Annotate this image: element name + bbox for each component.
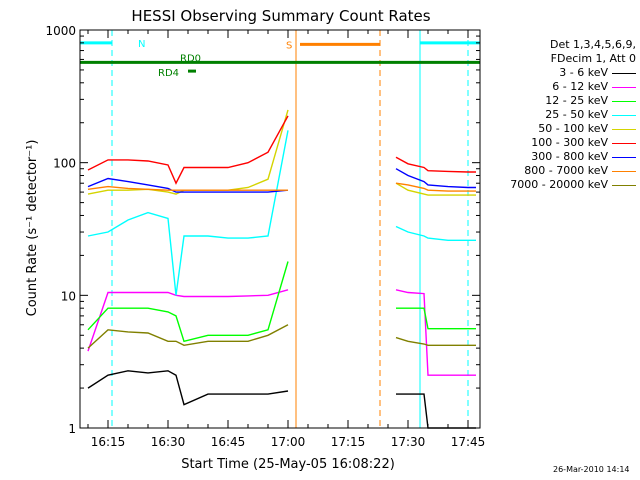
legend-entry-label: 300 - 800 keV — [531, 150, 608, 163]
series-line-300-800-kev — [87, 168, 476, 193]
x-axis-label: Start Time (25-May-05 16:08:22) — [181, 457, 395, 472]
legend-entry: 12 - 25 keV — [490, 94, 636, 108]
series-line-25-50-kev — [87, 130, 476, 296]
legend-swatch — [612, 100, 636, 102]
legend-swatch — [612, 142, 636, 144]
generation-timestamp: 26-Mar-2010 14:14 — [553, 465, 630, 474]
x-tick-label-2: 16:45 — [211, 435, 246, 449]
legend-swatch — [612, 184, 636, 186]
legend-entry: 50 - 100 keV — [490, 122, 636, 136]
series-line-3-6-kev — [87, 370, 476, 429]
x-tick-label-4: 17:15 — [331, 435, 366, 449]
x-tick-label-5: 17:30 — [391, 435, 426, 449]
legend-entry: 6 - 12 keV — [490, 80, 636, 94]
legend-header-line-1: Det 1,3,4,5,6,9, — [549, 38, 636, 51]
y-tick-label-0: 1 — [68, 422, 76, 436]
legend-entry: 3 - 6 keV — [490, 66, 636, 80]
series-line-50-100-kev — [87, 109, 476, 196]
legend-swatch — [612, 128, 636, 130]
flag-label-n: N — [138, 39, 145, 50]
legend: Det 1,3,4,5,6,9, FDecim 1, Att 0 3 - 6 k… — [490, 38, 636, 192]
legend-swatch — [612, 72, 636, 74]
flag-label-rd4: RD4 — [158, 68, 179, 79]
legend-swatch — [612, 170, 636, 172]
x-tick-label-3: 17:00 — [271, 435, 306, 449]
legend-entry: 800 - 7000 keV — [490, 164, 636, 178]
x-tick-label-6: 17:45 — [451, 435, 486, 449]
legend-entry: 300 - 800 keV — [490, 150, 636, 164]
y-tick-label-2: 100 — [53, 157, 76, 171]
legend-swatch — [612, 156, 636, 158]
legend-entry-label: 7000 - 20000 keV — [510, 178, 608, 191]
legend-entry-label: 3 - 6 keV — [559, 66, 608, 79]
chart-title: HESSI Observing Summary Count Rates — [131, 7, 430, 25]
y-tick-label-3: 1000 — [45, 24, 76, 38]
series-line-800-7000-kev — [87, 182, 476, 192]
legend-entry-label: 100 - 300 keV — [531, 136, 608, 149]
y-axis-label: Count Rate (s⁻¹ detector⁻¹) — [25, 140, 40, 317]
series-line-100-300-kev — [87, 115, 476, 185]
legend-entry-label: 25 - 50 keV — [545, 108, 608, 121]
flag-label-rd0: RD0 — [180, 53, 201, 64]
y-tick-label-1: 10 — [61, 289, 76, 303]
legend-entry: 7000 - 20000 keV — [490, 178, 636, 192]
legend-entry-label: 800 - 7000 keV — [524, 164, 608, 177]
legend-entry-label: 50 - 100 keV — [538, 122, 608, 135]
flag-label-s: S — [286, 40, 292, 51]
series-line-6-12-kev — [87, 289, 476, 376]
legend-header-line-2: FDecim 1, Att 0 — [550, 52, 636, 65]
x-tick-label-1: 16:30 — [151, 435, 186, 449]
legend-entry: 25 - 50 keV — [490, 108, 636, 122]
legend-swatch — [612, 114, 636, 116]
legend-entry: 100 - 300 keV — [490, 136, 636, 150]
legend-swatch — [612, 86, 636, 88]
legend-entry-label: 6 - 12 keV — [552, 80, 608, 93]
legend-entry-label: 12 - 25 keV — [545, 94, 608, 107]
series-line-7000-20000-kev — [87, 324, 476, 349]
series-line-12-25-kev — [87, 261, 476, 343]
x-tick-label-0: 16:15 — [91, 435, 126, 449]
plot-frame — [79, 29, 481, 429]
